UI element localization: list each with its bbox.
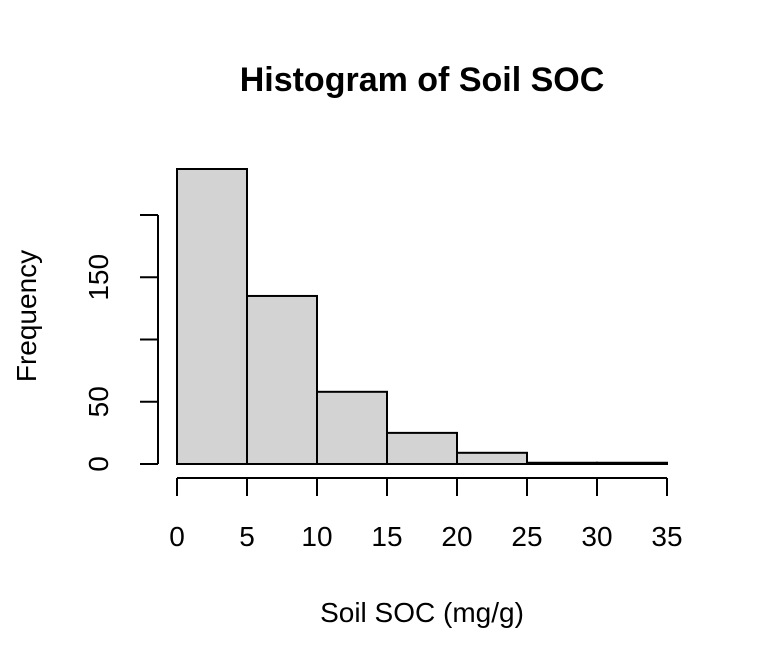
- y-axis-label: Frequency: [11, 250, 42, 382]
- x-axis-label: Soil SOC (mg/g): [320, 597, 524, 628]
- x-axis: 0 5 10 15 20 25 30 35: [169, 477, 683, 552]
- y-axis: 0 50 150: [83, 214, 159, 472]
- histogram-bar: [176, 168, 248, 465]
- x-tick-label: 5: [239, 521, 255, 552]
- histogram-bar: [316, 390, 388, 465]
- x-tick-label: 30: [581, 521, 612, 552]
- chart-title: Histogram of Soil SOC: [240, 61, 605, 99]
- x-tick-label: 25: [511, 521, 542, 552]
- x-tick-label: 20: [441, 521, 472, 552]
- histogram-bar: [386, 431, 458, 466]
- y-tick-label: 150: [83, 254, 114, 301]
- x-tick-label: 0: [169, 521, 185, 552]
- histogram-bar: [246, 294, 318, 466]
- histogram-bar: [596, 461, 668, 466]
- x-tick-label: 10: [301, 521, 332, 552]
- y-tick-label: 0: [83, 456, 114, 472]
- x-tick-label: 35: [651, 521, 682, 552]
- x-tick-label: 15: [371, 521, 402, 552]
- histogram-bar: [526, 461, 598, 466]
- histogram-bar: [456, 451, 528, 465]
- y-tick-label: 50: [83, 386, 114, 417]
- bars-group: [176, 168, 668, 466]
